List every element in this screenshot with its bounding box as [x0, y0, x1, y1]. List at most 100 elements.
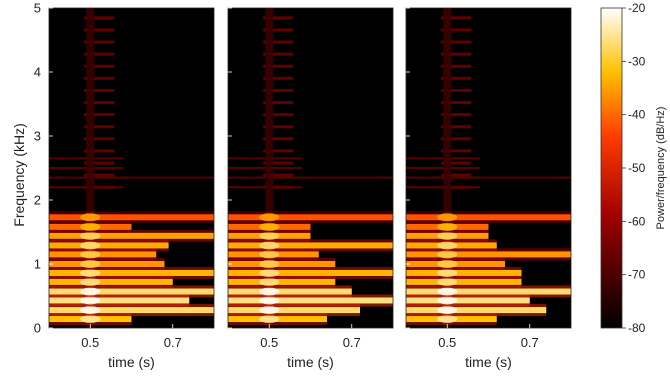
- harmonic-band: [49, 232, 214, 239]
- onset-spot: [437, 213, 458, 222]
- harmonic-band: [49, 297, 190, 304]
- x-tick-label: 0.7: [164, 335, 182, 350]
- faint-harmonic-band: [84, 161, 115, 165]
- onset-spot: [80, 250, 101, 259]
- x-tick-label: 0.5: [260, 335, 278, 350]
- onset-spot: [259, 231, 280, 240]
- harmonic-band: [228, 307, 360, 314]
- faint-harmonic-band: [441, 137, 472, 141]
- harmonic-band: [228, 261, 336, 267]
- onset-spot: [259, 306, 280, 315]
- harmonic-band: [406, 214, 571, 221]
- onset-streak: [265, 8, 274, 328]
- onset-spot: [80, 296, 101, 305]
- harmonic-band: [228, 297, 393, 304]
- onset-spot: [259, 268, 280, 277]
- onset-spot: [80, 306, 101, 315]
- upper-band: [406, 176, 571, 179]
- upper-band: [406, 186, 481, 189]
- spectrogram-panel: 0.5 0.7 time (s) 0 1 2 3 4 5: [34, 1, 215, 370]
- harmonic-band: [49, 242, 169, 249]
- onset-spot: [80, 213, 101, 222]
- onset-spot: [259, 222, 280, 231]
- upper-band: [49, 186, 124, 189]
- harmonic-band: [406, 269, 522, 276]
- faint-harmonic-band: [441, 40, 472, 44]
- faint-harmonic-band: [84, 28, 115, 32]
- upper-band: [228, 157, 303, 160]
- spectrogram-panel: 0.5 0.7 time (s): [405, 7, 572, 370]
- faint-harmonic-band: [84, 76, 115, 80]
- harmonic-band: [49, 278, 173, 285]
- faint-harmonic-band: [441, 52, 472, 56]
- faint-harmonic-band: [84, 149, 115, 153]
- upper-band: [228, 167, 303, 169]
- faint-harmonic-band: [84, 137, 115, 141]
- harmonic-band: [49, 251, 157, 258]
- upper-band: [49, 176, 214, 179]
- faint-harmonic-band: [263, 28, 294, 32]
- panel-frame: [227, 7, 394, 329]
- faint-harmonic-band: [263, 40, 294, 44]
- onset-spot: [437, 231, 458, 240]
- y-axis-label: Frequency (kHz): [11, 123, 27, 226]
- y-tick-label: 0: [34, 321, 41, 336]
- onset-spot: [259, 213, 280, 222]
- colorbar-tick-label: -30: [628, 54, 646, 68]
- faint-harmonic-band: [441, 101, 472, 105]
- harmonic-band: [228, 288, 352, 295]
- faint-harmonic-band: [263, 173, 294, 177]
- harmonic-band: [406, 288, 571, 295]
- onset-spot: [437, 296, 458, 305]
- y-tick-label: 3: [34, 129, 41, 144]
- panel-frame: [405, 7, 572, 329]
- faint-harmonic-band: [441, 88, 472, 92]
- spectrogram-panels: 0.5 0.7 time (s) 0 1 2 3 4 5 0.5 0.7 time (s) 0.5 0.7…: [34, 1, 572, 370]
- faint-harmonic-band: [84, 101, 115, 105]
- onset-spot: [437, 306, 458, 315]
- y-tick-label: 5: [34, 1, 41, 16]
- harmonic-band: [228, 242, 393, 249]
- colorbar-tick-label: -80: [628, 321, 646, 335]
- harmonic-band: [49, 269, 214, 276]
- onset-spot: [80, 260, 101, 268]
- upper-band: [228, 176, 393, 179]
- colorbar-tick-label: -40: [628, 108, 646, 122]
- faint-harmonic-band: [441, 16, 472, 20]
- x-axis-label: time (s): [465, 354, 512, 370]
- harmonic-band: [228, 269, 393, 276]
- faint-harmonic-band: [263, 101, 294, 105]
- upper-band: [228, 186, 303, 189]
- y-tick-label: 2: [34, 193, 41, 208]
- faint-harmonic-band: [84, 64, 115, 68]
- onset-spot: [80, 222, 101, 231]
- onset-spot: [437, 241, 458, 250]
- faint-harmonic-band: [441, 149, 472, 153]
- x-tick-label: 0.7: [521, 335, 539, 350]
- x-tick-label: 0.7: [343, 335, 361, 350]
- faint-harmonic-band: [84, 173, 115, 177]
- faint-harmonic-band: [263, 16, 294, 20]
- faint-harmonic-band: [263, 125, 294, 129]
- onset-spot: [80, 268, 101, 277]
- onset-spot: [259, 315, 280, 324]
- faint-harmonic-band: [263, 161, 294, 165]
- upper-band: [49, 157, 124, 160]
- colorbar: Power/frequency (dB/Hz) -20 -30 -40 -50 -60 -…: [600, 1, 667, 335]
- harmonic-band: [49, 214, 214, 221]
- faint-harmonic-band: [263, 149, 294, 153]
- faint-harmonic-band: [84, 16, 115, 20]
- faint-harmonic-band: [263, 64, 294, 68]
- x-axis-label: time (s): [287, 354, 334, 370]
- onset-spot: [437, 222, 458, 231]
- faint-harmonic-band: [441, 161, 472, 165]
- x-tick-label: 0.5: [438, 335, 456, 350]
- onset-spot: [259, 250, 280, 259]
- y-tick-label: 4: [34, 65, 41, 80]
- onset-spot: [259, 277, 280, 286]
- onset-spot: [259, 287, 280, 296]
- faint-harmonic-band: [441, 76, 472, 80]
- harmonic-band: [49, 307, 214, 314]
- onset-spot: [80, 241, 101, 250]
